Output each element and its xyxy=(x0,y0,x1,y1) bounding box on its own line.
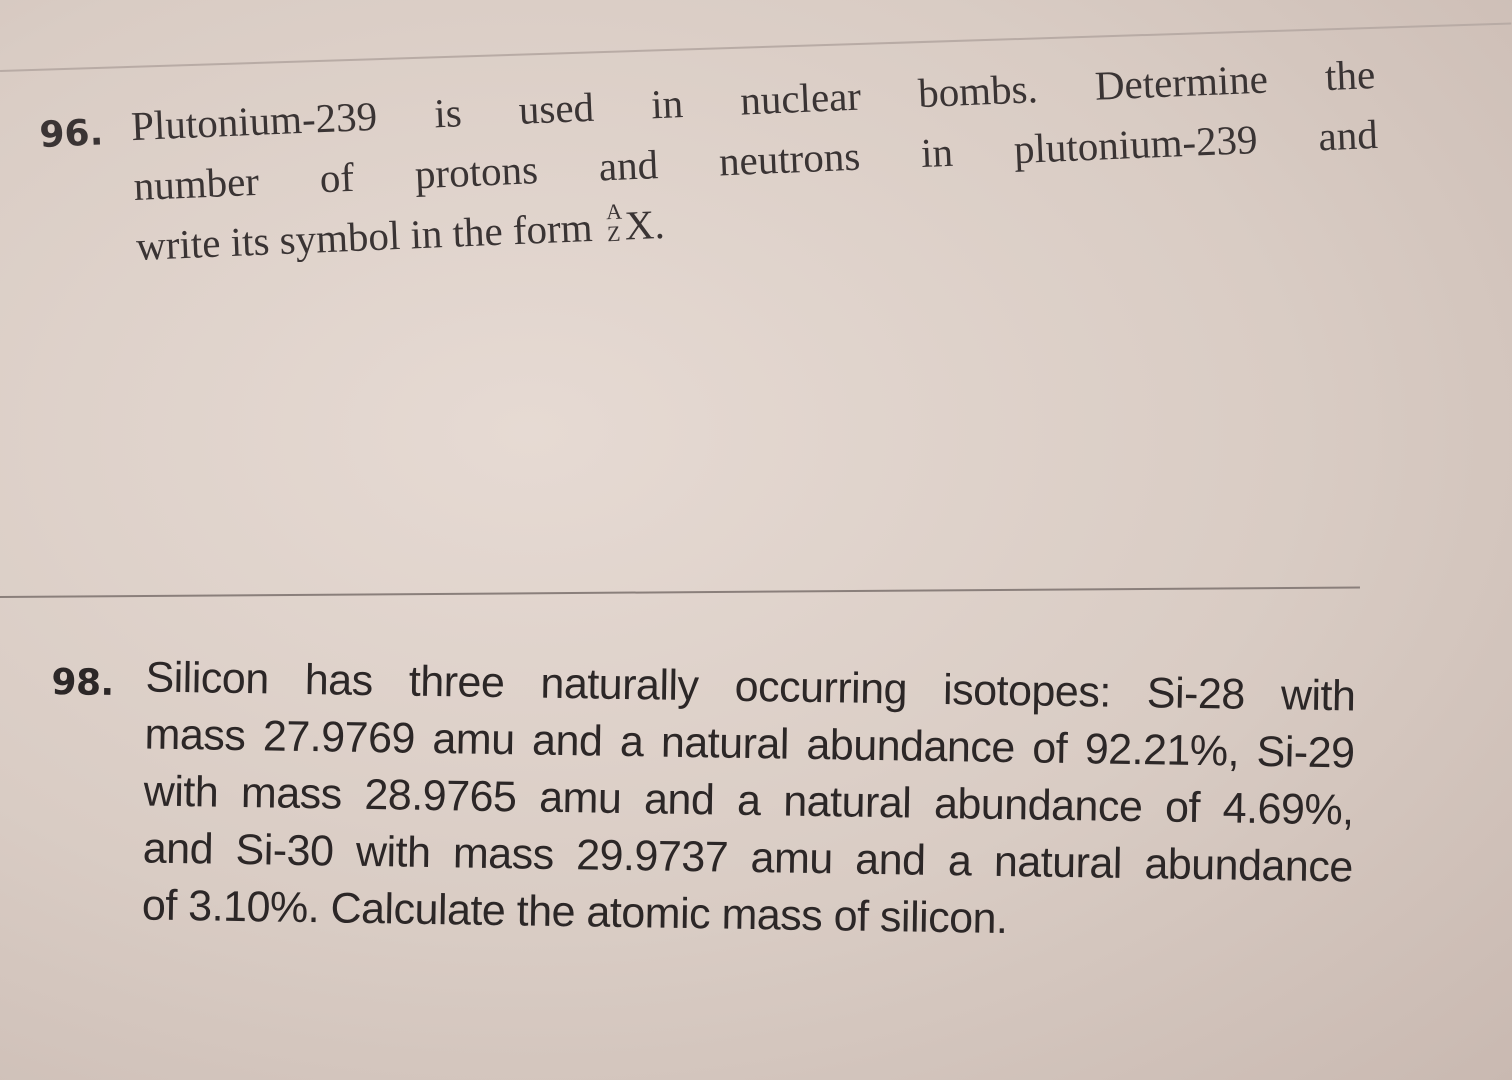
problem-number: 96. xyxy=(38,112,105,156)
divider xyxy=(0,586,1360,598)
atomic-number: Z xyxy=(606,220,621,247)
mass-number: A xyxy=(605,198,623,225)
problem-text: Plutonium-239 is used in nuclear bombs. … xyxy=(130,44,1381,276)
problem-text: Silicon has three naturally occurring is… xyxy=(142,649,1356,953)
problem-number: 98. xyxy=(51,661,115,704)
problem: 98. Silicon has three naturally occurrin… xyxy=(48,648,1356,953)
text: write its symbol in the form xyxy=(135,203,594,269)
element-symbol: X. xyxy=(623,200,666,249)
problem: 96. Plutonium-239 is used in nuclear bom… xyxy=(38,44,1381,280)
